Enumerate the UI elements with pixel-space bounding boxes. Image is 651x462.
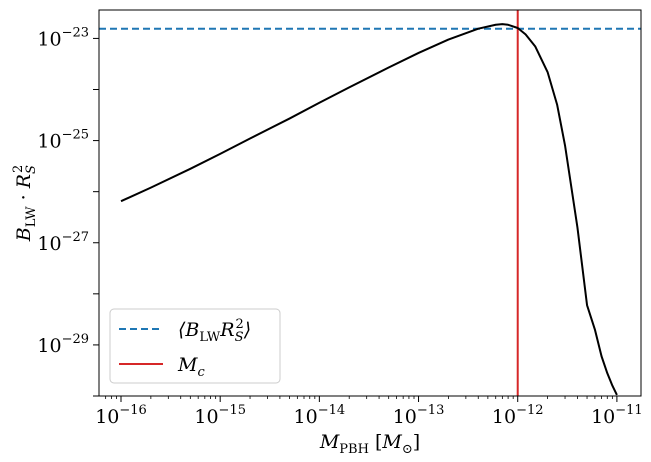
- x-tick-label: 10−12: [492, 403, 544, 428]
- y-tick-label: 10−23: [37, 25, 89, 50]
- x-tick-label: 10−13: [393, 403, 445, 428]
- x-tick-label: 10−14: [294, 403, 346, 428]
- series-line: [120, 23, 618, 396]
- y-tick-label: 10−25: [37, 128, 89, 153]
- plot-frame: [98, 9, 642, 397]
- y-tick-label: 10−27: [37, 230, 89, 255]
- x-tick-label: 10−15: [194, 403, 246, 428]
- legend: ⟨BLWRS2⟩ Mc: [109, 308, 281, 384]
- x-tick-label: 10−11: [591, 403, 643, 428]
- x-tick-label: 10−16: [95, 403, 147, 428]
- y-axis-label: BLW · RS2: [11, 165, 39, 242]
- y-tick-label: 10−29: [37, 332, 89, 357]
